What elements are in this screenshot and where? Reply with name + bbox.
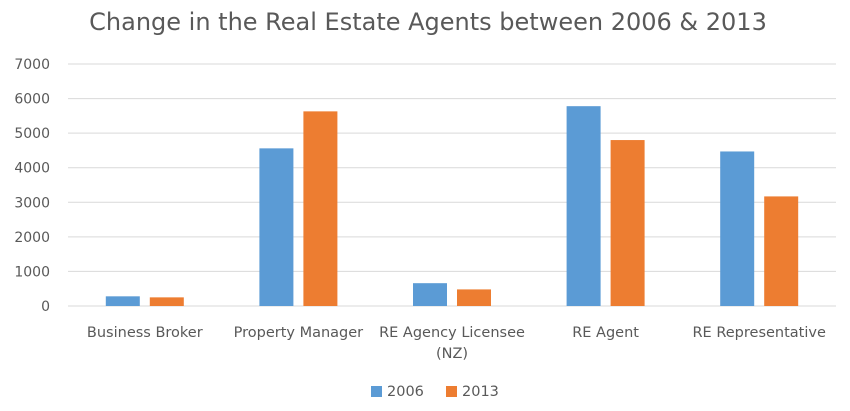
x-category-label: Property Manager bbox=[234, 325, 364, 341]
y-tick-label: 3000 bbox=[14, 195, 50, 211]
bars bbox=[105, 106, 799, 306]
legend-label: 2013 bbox=[462, 384, 499, 400]
y-tick-label: 7000 bbox=[14, 57, 50, 73]
legend-label: 2006 bbox=[387, 384, 424, 400]
chart-title: Change in the Real Estate Agents between… bbox=[89, 8, 767, 36]
y-tick-label: 2000 bbox=[14, 230, 50, 246]
gridlines bbox=[68, 63, 836, 307]
x-category-label: RE Agency Licensee bbox=[379, 325, 525, 341]
bar-2006-0 bbox=[105, 296, 140, 306]
y-tick-label: 4000 bbox=[14, 161, 50, 177]
x-category-label: RE Representative bbox=[692, 325, 825, 341]
bar-2013-4 bbox=[764, 196, 799, 306]
bar-2006-4 bbox=[720, 151, 755, 306]
bar-2013-1 bbox=[303, 111, 338, 306]
bar-2013-0 bbox=[149, 297, 184, 306]
y-tick-label: 6000 bbox=[14, 92, 50, 108]
bar-2013-2 bbox=[457, 289, 491, 306]
y-axis-ticks: 0 1000 2000 3000 4000 5000 6000 7000 bbox=[14, 57, 50, 315]
bar-2006-1 bbox=[259, 148, 294, 306]
legend-swatch-2013 bbox=[446, 386, 457, 397]
bar-2006-3 bbox=[566, 106, 601, 306]
y-tick-label: 5000 bbox=[14, 126, 50, 142]
x-category-label: Business Broker bbox=[87, 325, 203, 341]
legend: 2006 2013 bbox=[371, 384, 499, 400]
x-axis-categories: Business Broker Property Manager RE Agency… bbox=[87, 325, 826, 362]
bar-2006-2 bbox=[413, 283, 447, 306]
x-category-label: RE Agent bbox=[572, 325, 639, 341]
legend-swatch-2006 bbox=[371, 386, 382, 397]
y-tick-label: 1000 bbox=[14, 264, 50, 280]
bar-2013-3 bbox=[610, 140, 645, 306]
x-category-label: (NZ) bbox=[436, 346, 468, 362]
y-tick-label: 0 bbox=[41, 299, 50, 315]
